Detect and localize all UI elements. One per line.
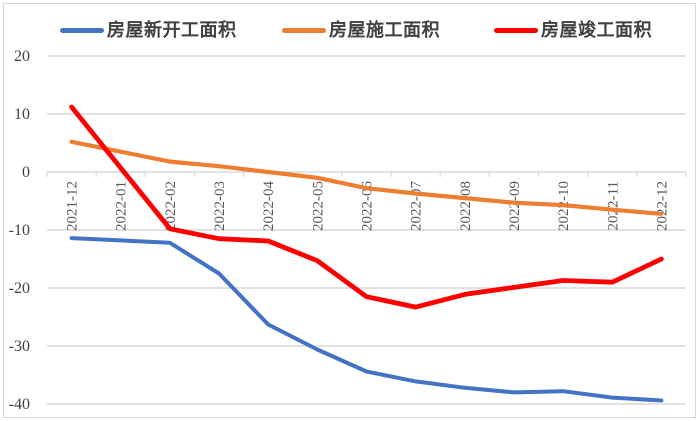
- y-tick-label: -20: [9, 280, 30, 297]
- x-tick-label: 2022-05: [310, 181, 326, 231]
- y-tick-label: 10: [14, 106, 30, 123]
- y-tick-label: 0: [22, 164, 30, 181]
- series-line-housing-under-construction: [69, 139, 664, 216]
- x-tick-label: 2022-02: [163, 181, 179, 231]
- legend-label-housing-under-construction: 房屋施工面积: [329, 20, 440, 40]
- x-tick-label: 2021-12: [65, 181, 81, 231]
- x-tick-label: 2022-09: [507, 181, 523, 231]
- x-tick-label: 2022-01: [114, 181, 130, 231]
- x-tick-label: 2022-12: [654, 181, 670, 231]
- legend-line-swatch-icon: [282, 27, 326, 33]
- y-tick-label: -40: [9, 396, 30, 413]
- legend-label-housing-new-starts: 房屋新开工面积: [107, 20, 237, 40]
- x-tick-label: 2022-06: [360, 181, 376, 231]
- y-tick-label: -10: [9, 222, 30, 239]
- chart-legend: 房屋新开工面积 房屋施工面积 房屋竣工面积: [0, 18, 700, 42]
- gridlines: [47, 55, 686, 405]
- series-line-housing-completions: [69, 104, 664, 310]
- x-tick-label: 2022-11: [605, 181, 621, 230]
- legend-item-housing-under-construction: 房屋施工面积: [282, 18, 440, 42]
- y-axis-labels: 20 10 0 -10 -20 -30 -40: [9, 48, 30, 413]
- x-tick-label: 2022-04: [261, 181, 277, 231]
- legend-item-housing-new-starts: 房屋新开工面积: [60, 18, 237, 42]
- y-tick-label: -30: [9, 338, 30, 355]
- legend-line-swatch-icon: [494, 27, 538, 33]
- x-tick-label: 2022-08: [458, 181, 474, 231]
- series-line-housing-new-starts: [69, 236, 664, 403]
- x-tick-label: 2022-03: [212, 181, 228, 231]
- x-tick-label: 2022-07: [409, 181, 425, 231]
- legend-item-housing-completions: 房屋竣工面积: [494, 18, 652, 42]
- y-tick-label: 20: [14, 48, 30, 65]
- legend-line-swatch-icon: [60, 27, 104, 33]
- legend-label-housing-completions: 房屋竣工面积: [541, 20, 652, 40]
